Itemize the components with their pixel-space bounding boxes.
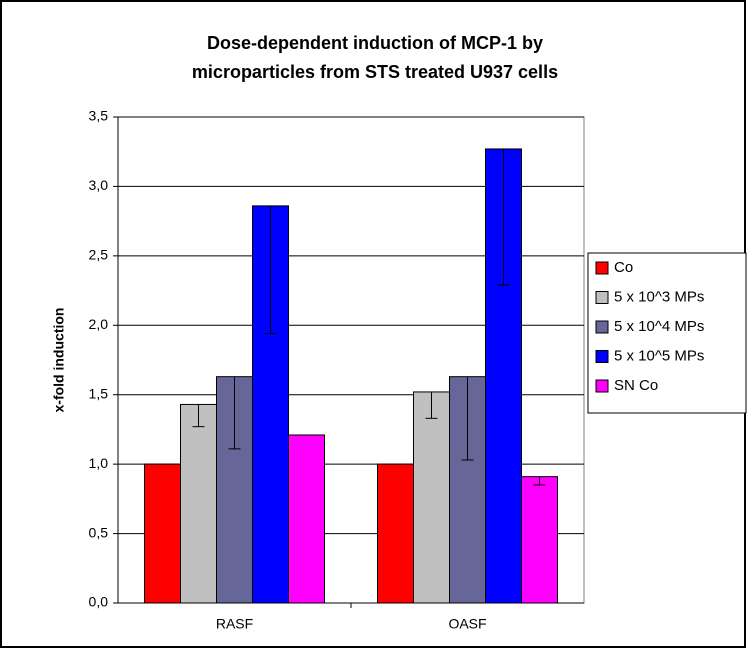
bar: [180, 403, 217, 604]
y-tick-label: 0,0: [89, 594, 109, 610]
y-tick-label: 2,0: [89, 316, 109, 332]
chart-title: Dose-dependent induction of MCP-1 by: [207, 33, 543, 53]
legend-swatch: [595, 379, 609, 393]
legend-label: 5 x 10^4 MPs: [614, 318, 704, 335]
legend-label: Co: [614, 259, 633, 276]
bar: [413, 391, 450, 604]
y-tick-label: 0,5: [89, 524, 109, 540]
legend-swatch: [595, 261, 609, 275]
legend-label: 5 x 10^5 MPs: [614, 347, 704, 364]
legend-label: 5 x 10^3 MPs: [614, 288, 704, 305]
y-tick-label: 1,5: [89, 385, 109, 401]
bar: [288, 434, 325, 604]
y-tick-label: 2,5: [89, 247, 109, 263]
legend-swatch: [595, 291, 609, 304]
x-tick-label: RASF: [216, 616, 253, 632]
y-tick-label: 3,5: [89, 108, 109, 124]
legend-swatch: [595, 320, 609, 334]
chart-title: microparticles from STS treated U937 cel…: [192, 62, 558, 82]
legend-box: [587, 252, 747, 414]
y-axis-title: x-fold induction: [51, 308, 67, 413]
y-tick-label: 3,0: [89, 177, 109, 193]
legend-swatch: [595, 350, 609, 363]
bar: [377, 463, 414, 604]
bar: [521, 476, 558, 604]
bar: [144, 463, 181, 604]
legend-label: SN Co: [614, 377, 658, 394]
y-tick-label: 1,0: [89, 455, 109, 471]
x-tick-label: OASF: [448, 616, 486, 632]
